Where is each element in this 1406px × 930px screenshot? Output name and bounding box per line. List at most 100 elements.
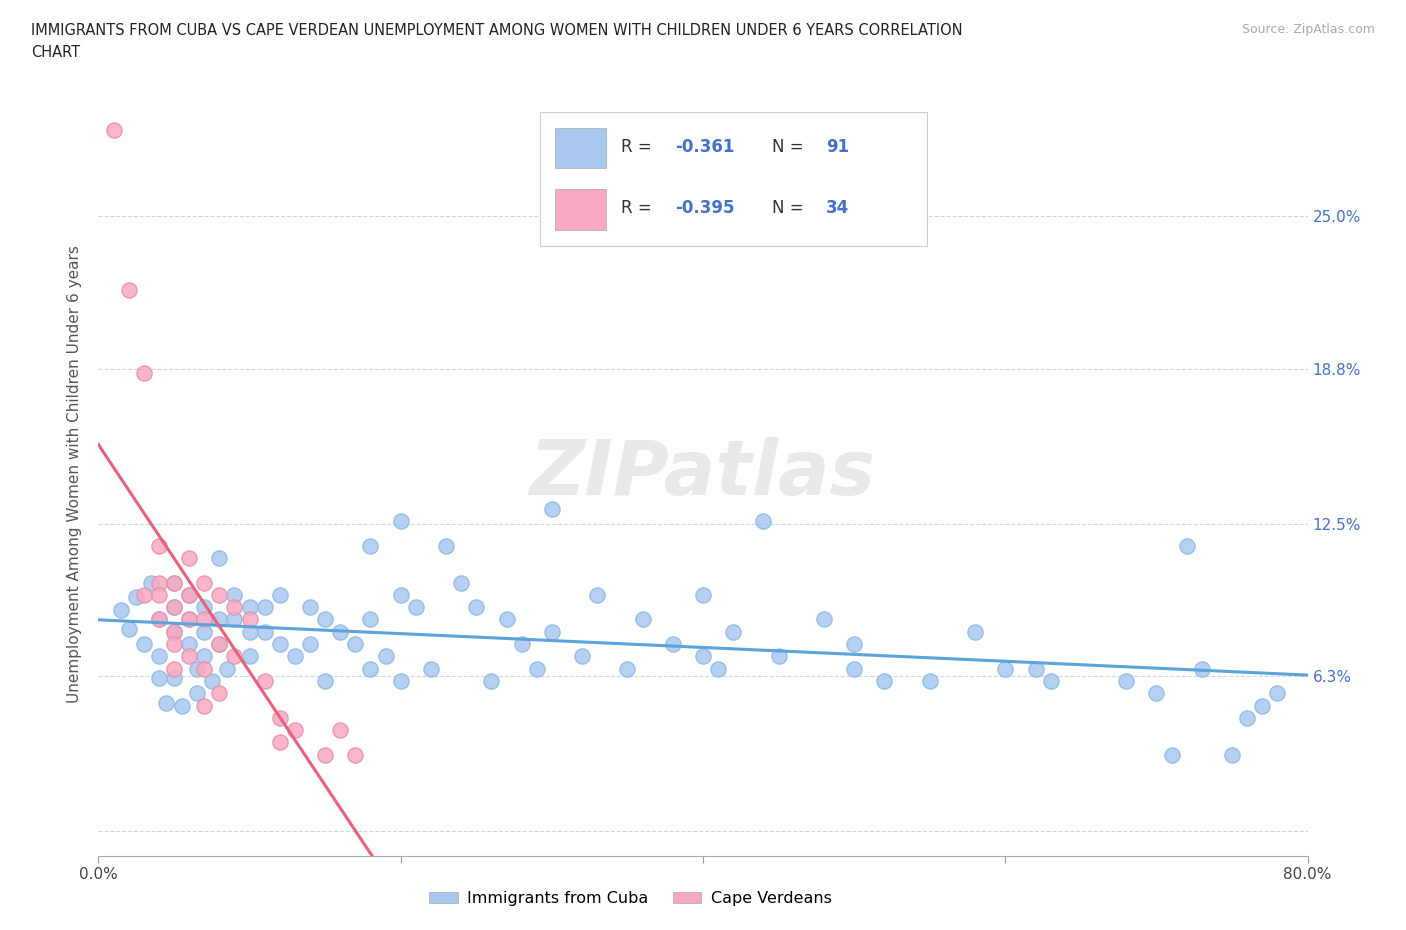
Point [329, 624, 352, 639]
Point [299, 600, 322, 615]
Point [768, 649, 790, 664]
Point [239, 612, 262, 627]
Point [1115, 673, 1137, 688]
Point [253, 673, 276, 688]
Point [170, 698, 193, 713]
Point [707, 661, 730, 676]
Point [965, 624, 987, 639]
Legend: Immigrants from Cuba, Cape Verdeans: Immigrants from Cuba, Cape Verdeans [423, 884, 838, 912]
Point [284, 723, 307, 737]
Point [540, 501, 562, 516]
Point [132, 366, 155, 381]
Point [360, 661, 382, 676]
Point [1160, 748, 1182, 763]
Point [374, 649, 396, 664]
Point [179, 588, 201, 603]
Point [193, 600, 215, 615]
Point [616, 661, 638, 676]
Point [208, 551, 231, 565]
Point [224, 588, 246, 603]
Point [481, 673, 503, 688]
Point [163, 624, 186, 639]
Point [118, 283, 141, 298]
Point [299, 637, 322, 652]
Point [155, 696, 177, 711]
Point [269, 637, 291, 652]
Point [179, 649, 201, 664]
Point [540, 624, 562, 639]
Point [405, 600, 427, 615]
Point [813, 612, 835, 627]
Point [631, 612, 654, 627]
Point [148, 649, 170, 664]
Point [510, 637, 533, 652]
Point [329, 723, 352, 737]
Text: ZIPatlas: ZIPatlas [530, 437, 876, 512]
Point [434, 538, 457, 553]
Point [163, 624, 186, 639]
Point [1144, 685, 1167, 700]
Point [495, 612, 517, 627]
Point [148, 588, 170, 603]
Point [179, 551, 201, 565]
Point [125, 590, 148, 604]
Point [1175, 538, 1198, 553]
Point [1236, 711, 1258, 725]
Point [1024, 661, 1046, 676]
Point [148, 575, 170, 590]
Text: CHART: CHART [31, 45, 80, 60]
Point [389, 673, 412, 688]
Point [148, 671, 170, 686]
Point [239, 624, 262, 639]
Point [1251, 698, 1274, 713]
Point [224, 649, 246, 664]
Point [132, 637, 155, 652]
Y-axis label: Unemployment Among Women with Children Under 6 years: Unemployment Among Women with Children U… [67, 246, 83, 703]
Point [284, 649, 307, 664]
Point [148, 612, 170, 627]
Point [148, 612, 170, 627]
Point [179, 588, 201, 603]
Point [179, 612, 201, 627]
Point [692, 649, 714, 664]
Point [269, 588, 291, 603]
Point [389, 588, 412, 603]
Point [208, 637, 231, 652]
Point [186, 685, 208, 700]
Point [844, 637, 866, 652]
Point [163, 575, 186, 590]
Point [389, 513, 412, 528]
Point [110, 602, 132, 617]
Point [269, 735, 291, 750]
Point [253, 600, 276, 615]
Point [873, 673, 896, 688]
Point [163, 661, 186, 676]
Point [208, 637, 231, 652]
Point [994, 661, 1017, 676]
Point [224, 600, 246, 615]
Point [163, 600, 186, 615]
Point [163, 575, 186, 590]
Point [186, 661, 208, 676]
Text: IMMIGRANTS FROM CUBA VS CAPE VERDEAN UNEMPLOYMENT AMONG WOMEN WITH CHILDREN UNDE: IMMIGRANTS FROM CUBA VS CAPE VERDEAN UNE… [31, 23, 963, 38]
Point [179, 637, 201, 652]
Point [723, 624, 745, 639]
Point [420, 661, 443, 676]
Point [239, 649, 262, 664]
Point [179, 612, 201, 627]
Point [692, 588, 714, 603]
Point [163, 671, 186, 686]
Point [1191, 661, 1213, 676]
Point [148, 538, 170, 553]
Point [344, 637, 367, 652]
Point [314, 673, 336, 688]
Point [344, 748, 367, 763]
Text: Source: ZipAtlas.com: Source: ZipAtlas.com [1241, 23, 1375, 36]
Point [465, 600, 488, 615]
Point [208, 685, 231, 700]
Point [163, 637, 186, 652]
Point [571, 649, 593, 664]
Point [314, 748, 336, 763]
Point [132, 588, 155, 603]
Point [1039, 673, 1062, 688]
